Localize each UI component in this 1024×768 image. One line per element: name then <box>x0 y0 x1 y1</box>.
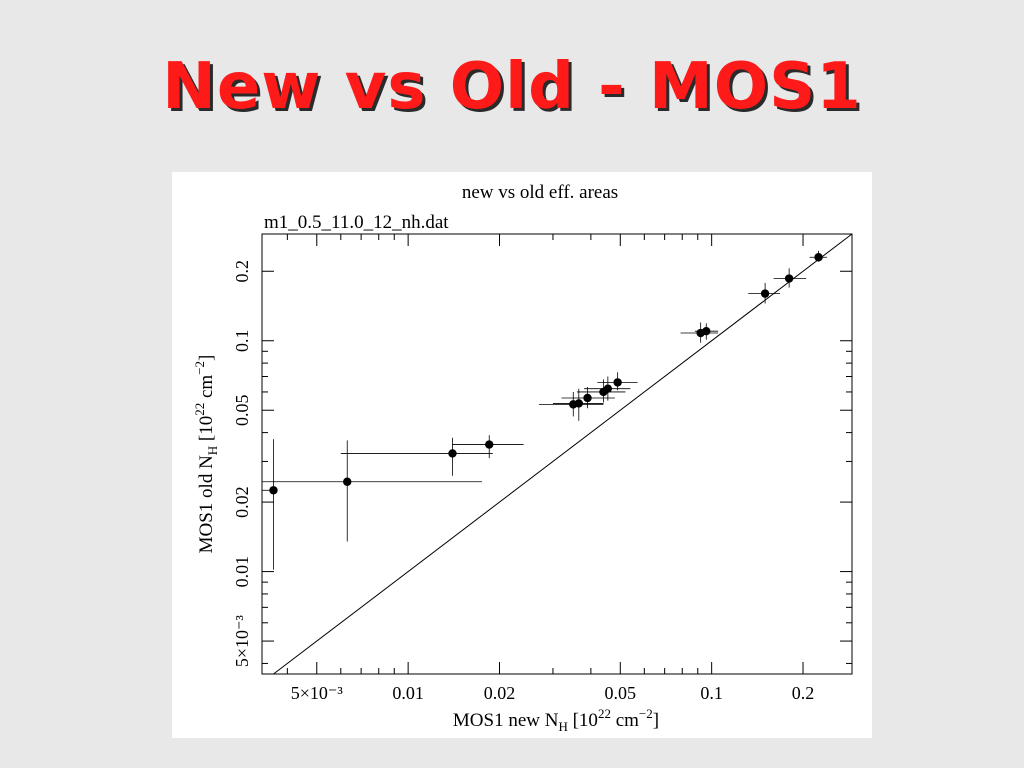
point-marker <box>814 253 823 262</box>
point-marker <box>583 393 592 403</box>
x-tick-label: 0.2 <box>792 683 815 703</box>
y-tick-label: 0.01 <box>232 556 252 588</box>
chart-title: new vs old eff. areas <box>462 182 618 203</box>
point-marker <box>603 384 613 393</box>
y-tick-label: 0.2 <box>232 260 252 283</box>
data-point <box>262 440 482 542</box>
data-points <box>262 250 828 570</box>
identity-line <box>273 233 853 675</box>
point-marker <box>784 274 794 283</box>
data-point <box>539 391 604 417</box>
data-point <box>584 376 631 401</box>
x-axis-label: MOS1 new NH [1022 cm−2] <box>453 706 659 734</box>
point-marker <box>574 399 584 408</box>
data-point <box>809 250 828 262</box>
point-marker <box>613 378 622 387</box>
data-point <box>552 388 604 421</box>
data-point <box>452 435 524 459</box>
data-point <box>262 439 278 570</box>
point-marker <box>702 326 711 336</box>
data-point <box>561 387 615 409</box>
data-point <box>340 437 493 476</box>
data-point <box>597 372 638 391</box>
point-marker <box>760 289 770 298</box>
y-tick-label: 5×10⁻³ <box>232 614 252 667</box>
y-tick-label: 0.02 <box>232 486 252 518</box>
data-point <box>694 323 719 340</box>
x-tick-label: 0.02 <box>484 683 516 703</box>
data-point <box>748 282 781 304</box>
x-tick-label: 0.1 <box>700 683 723 703</box>
point-marker <box>343 477 352 486</box>
point-marker <box>448 449 457 458</box>
scatter-chart: new vs old eff. areas m1_0.5_11.0_12_nh.… <box>192 182 853 734</box>
y-tick-label: 0.05 <box>232 394 252 426</box>
identity-line-path <box>273 233 853 675</box>
slide-title: New vs Old - MOS1 <box>162 50 862 124</box>
axis-ticks: 5×10⁻³ 0.01 0.02 0.05 0.1 0.2 5×10⁻³ 0.01 0.02 0.… <box>232 234 852 703</box>
point-marker <box>485 440 494 449</box>
x-tick-label: 5×10⁻³ <box>291 683 344 703</box>
data-point <box>773 268 807 288</box>
chart-subtitle: m1_0.5_11.0_12_nh.dat <box>264 212 449 233</box>
point-marker <box>269 486 278 495</box>
y-axis-label: MOS1 old NH [1022 cm−2] <box>192 355 220 554</box>
y-tick-label: 0.1 <box>232 329 252 352</box>
x-tick-label: 0.05 <box>605 683 637 703</box>
x-tick-label: 0.01 <box>392 683 424 703</box>
plot-panel: new vs old eff. areas m1_0.5_11.0_12_nh.… <box>172 172 872 738</box>
plot-frame <box>261 233 853 675</box>
